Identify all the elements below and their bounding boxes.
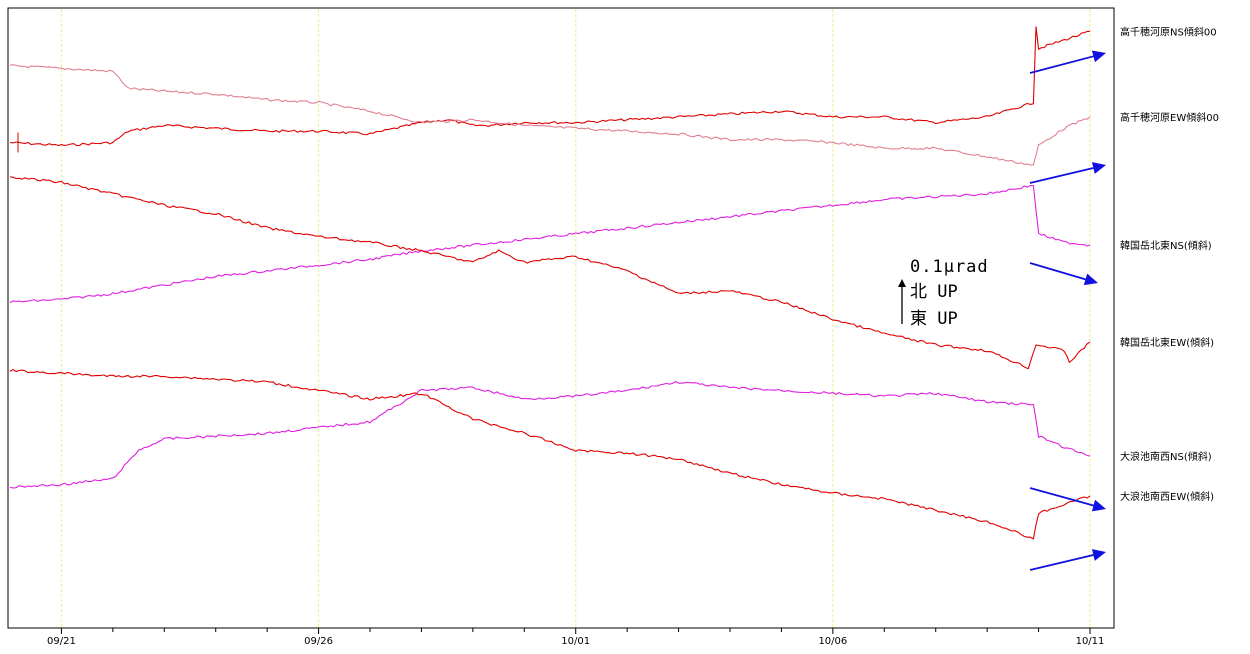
north-up-label: 北 UP <box>910 282 958 302</box>
series-line-4 <box>9 380 1091 489</box>
series-label-2: 韓国岳北東NS(傾斜) <box>1120 239 1212 252</box>
series-label-5: 大浪池南西EW(傾斜) <box>1120 490 1214 503</box>
series-label-3: 韓国岳北東EW(傾斜) <box>1120 336 1214 349</box>
trend-arrowhead-3 <box>1091 499 1106 512</box>
scale-label: 0.1μrad <box>910 257 989 277</box>
x-tick-label-0: 09/21 <box>47 636 76 647</box>
trend-arrowhead-1 <box>1091 162 1106 174</box>
series-label-0: 高千穂河原NS傾斜00 <box>1120 25 1217 38</box>
trend-arrowhead-2 <box>1083 273 1098 286</box>
x-tick-label-10: 10/01 <box>561 636 590 647</box>
trend-arrow-2 <box>1029 262 1086 281</box>
trend-arrow-0 <box>1029 55 1094 74</box>
series-line-1 <box>9 64 1091 166</box>
x-tick-label-20: 10/11 <box>1076 636 1105 647</box>
x-tick-label-5: 09/26 <box>304 636 333 647</box>
series-line-2 <box>9 184 1091 304</box>
series-line-0 <box>9 26 1090 147</box>
series-line-5 <box>9 368 1091 540</box>
trend-arrowhead-4 <box>1091 549 1106 561</box>
series-label-1: 高千穂河原EW傾斜00 <box>1120 111 1219 124</box>
x-tick-label-15: 10/06 <box>818 636 847 647</box>
east-up-label: 東 UP <box>910 309 958 329</box>
trend-arrow-3 <box>1029 487 1094 507</box>
trend-arrow-1 <box>1029 167 1094 184</box>
scale-arrow <box>898 279 906 324</box>
series-line-3 <box>9 176 1091 370</box>
series-label-4: 大浪池南西NS(傾斜) <box>1120 450 1212 463</box>
plot-frame <box>7 7 1115 629</box>
trend-arrowhead-0 <box>1091 50 1106 63</box>
scale-annotation: 0.1μrad 北 UP 東 UP <box>896 254 1036 344</box>
trend-arrow-4 <box>1029 554 1094 571</box>
